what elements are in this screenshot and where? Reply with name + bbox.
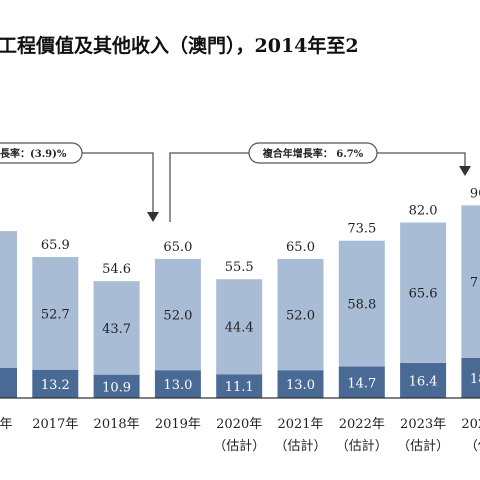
- bar-top-label: 52.0: [286, 309, 315, 324]
- bar-total-label: 82.0: [409, 204, 438, 219]
- x-tick-labels: 2017年 2018年 2019年 2020年 （估計） 2021年 （估計） 2022年 （估…: [0, 417, 480, 454]
- x-tick-label: 2018年: [94, 417, 140, 432]
- bar-bottom-segment: [154, 370, 201, 398]
- bar-top-segment: [338, 240, 385, 367]
- bar-bottom-label: 13.0: [163, 378, 192, 393]
- cagr-pill-right: [248, 142, 378, 164]
- bar-total-label: 65.0: [286, 240, 315, 255]
- x-tick-label: 2021年: [277, 417, 323, 432]
- bar-bottom-label: 11.1: [225, 380, 254, 395]
- bar-bottom-label: 13.0: [286, 378, 315, 393]
- bar-top-segment: [93, 281, 140, 375]
- bar-bottom-segment: [338, 366, 385, 398]
- x-tick-label: 2019年: [155, 417, 201, 432]
- bar-bottom-label: 10.9: [102, 380, 131, 395]
- bar-top-label: 65.6: [409, 287, 438, 302]
- bar-top-label: 71.2: [470, 276, 480, 291]
- bar-top-segment: [400, 222, 447, 363]
- bar-top-segment: [277, 258, 324, 371]
- cagr-connector-right-2: [377, 152, 466, 172]
- cagr-connector-right: [169, 152, 249, 222]
- bar-total-label: 65.9: [41, 238, 70, 253]
- bar-top-label: 52.0: [163, 309, 192, 324]
- bar-total-label: 90.0: [470, 186, 480, 201]
- bar-top-segment: [154, 258, 201, 371]
- cagr-pill-left: [0, 142, 83, 164]
- bar-total-label: 54.6: [102, 262, 131, 277]
- bar-total-label: 55.5: [225, 260, 254, 275]
- bar-top-label: 43.7: [102, 322, 131, 337]
- cagr-arrow-left: [147, 212, 159, 222]
- bar-bottom-label: 16.4: [409, 374, 438, 389]
- x-tick-label: 2020年: [216, 417, 262, 432]
- bar-top-segment: [32, 256, 79, 370]
- bar-top-label: 52.7: [41, 307, 70, 322]
- bar-bottom-segment: [32, 369, 79, 398]
- x-tick-note: （估計）: [213, 438, 265, 454]
- x-tick-note: （估計）: [336, 438, 388, 454]
- x-tick-label: 2024年: [461, 417, 480, 432]
- bar-bottom-segment: [93, 374, 140, 398]
- bar-bottom-cropped: [0, 368, 17, 398]
- cagr-connector-left: [80, 152, 154, 218]
- bar-total-label: 73.5: [347, 222, 376, 237]
- bar-top-label: 44.4: [225, 321, 254, 336]
- bar-top-label: 58.8: [347, 298, 376, 313]
- cagr-label-left: 長率：(3.9)%: [0, 147, 67, 160]
- bar-top-cropped: [0, 231, 17, 368]
- cagr-connectors: 長率：(3.9)% 複合年增長率： 6.7%: [0, 142, 471, 222]
- bar-top-segment: [216, 279, 263, 375]
- cagr-arrow-right: [459, 166, 471, 176]
- x-tick-note: （估計）: [397, 438, 449, 454]
- x-tick-label: 2022年: [339, 417, 385, 432]
- bar-bottom-label: 13.2: [41, 378, 70, 393]
- bar-bottom-segment: [400, 362, 447, 398]
- x-tick-label: 2023年: [400, 417, 446, 432]
- x-tick-label-cropped: 年: [0, 417, 13, 432]
- bars-layer: 13.2 52.7 65.9 10.9 43.7 54.6 13.0 52.0 65.0 11.1…: [0, 186, 480, 398]
- x-tick-label: 2017年: [32, 417, 78, 432]
- bar-bottom-segment: [277, 370, 324, 398]
- bar-bottom-label: 18.8: [470, 372, 480, 387]
- bar-bottom-segment: [461, 357, 480, 398]
- bar-bottom-segment: [216, 374, 263, 398]
- x-tick-note: （估計: [465, 438, 480, 454]
- bar-total-label: 65.0: [163, 240, 192, 255]
- bar-bottom-label: 14.7: [347, 376, 376, 391]
- bar-top-segment: [461, 205, 480, 358]
- cagr-label-right: 複合年增長率： 6.7%: [262, 147, 364, 160]
- chart-title: 工程價值及其他收入（澳門），2014年至2: [0, 34, 359, 57]
- x-tick-note: （估計）: [274, 438, 326, 454]
